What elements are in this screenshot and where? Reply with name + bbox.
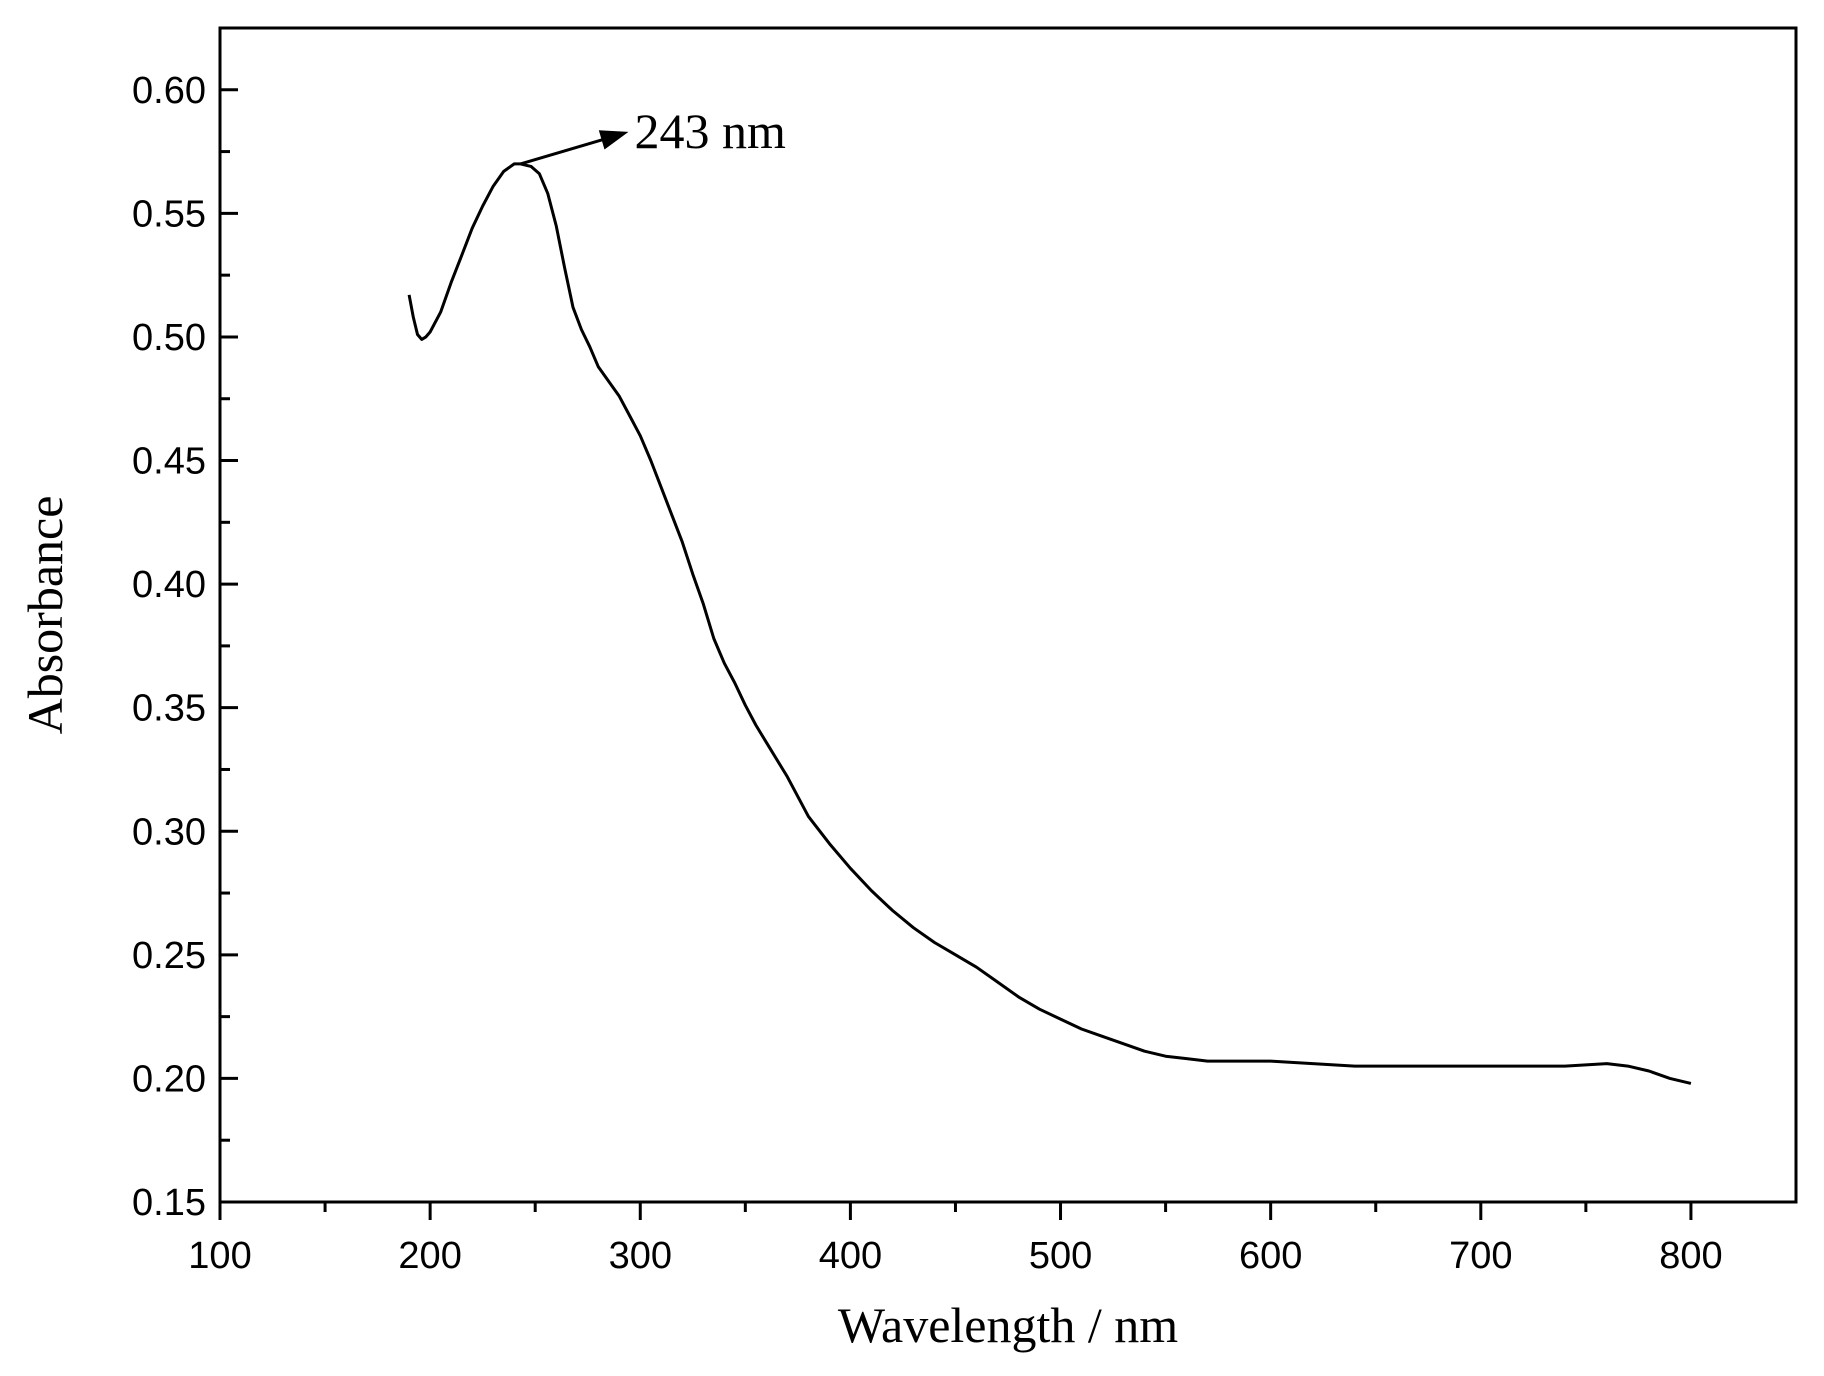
y-tick-label: 0.55 — [132, 193, 206, 235]
y-tick-label: 0.15 — [132, 1182, 206, 1224]
y-tick-label: 0.45 — [132, 441, 206, 483]
y-tick-label: 0.50 — [132, 317, 206, 359]
peak-arrow-line — [520, 136, 609, 166]
x-tick-label: 800 — [1659, 1235, 1722, 1277]
y-axis: 0.15 0.20 0.25 0.30 0.35 0.40 0.45 0.50 0.55 0.60 — [132, 70, 238, 1224]
peak-label: 243 nm — [634, 103, 786, 159]
absorbance-series-line — [407, 162, 1692, 1085]
y-axis-title: Absorbance — [17, 496, 73, 735]
x-tick-label: 400 — [819, 1235, 882, 1277]
x-tick-label: 700 — [1449, 1235, 1512, 1277]
peak-arrow-head — [598, 130, 629, 150]
y-tick-label: 0.40 — [132, 564, 206, 606]
plot-frame — [218, 26, 1798, 1204]
x-axis: 100 200 300 400 500 600 700 800 — [188, 1202, 1723, 1277]
y-tick-label: 0.35 — [132, 688, 206, 730]
x-tick-label: 100 — [188, 1235, 251, 1277]
x-tick-label: 500 — [1029, 1235, 1092, 1277]
x-tick-label: 300 — [609, 1235, 672, 1277]
x-tick-label: 600 — [1239, 1235, 1302, 1277]
y-tick-label: 0.60 — [132, 70, 206, 112]
peak-annotation: 243 nm — [520, 103, 786, 166]
y-tick-label: 0.20 — [132, 1058, 206, 1100]
y-tick-label: 0.30 — [132, 811, 206, 853]
y-tick-label: 0.25 — [132, 935, 206, 977]
x-tick-label: 200 — [398, 1235, 461, 1277]
x-axis-title: Wavelength / nm — [838, 1297, 1178, 1353]
